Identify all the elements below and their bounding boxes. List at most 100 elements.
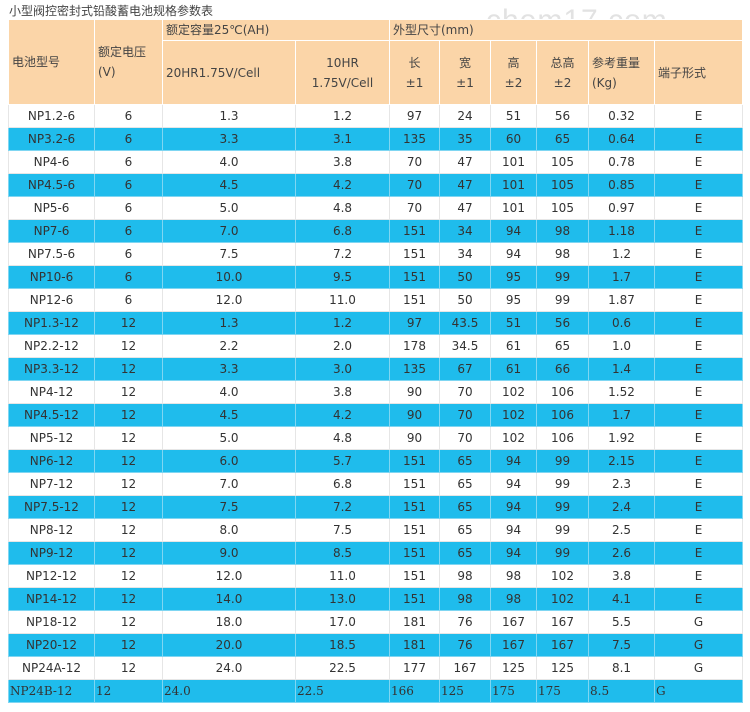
cell-length: 97 (389, 104, 440, 128)
table-row: NP8-12 12 8.0 7.5 151 65 94 99 2.5 E (8, 518, 743, 542)
cell-height: 101 (490, 150, 537, 174)
cell-voltage: 6 (94, 150, 163, 174)
cell-terminal: E (654, 495, 743, 519)
cell-capacity-20hr: 2.2 (162, 334, 296, 358)
cell-width: 65 (439, 541, 491, 565)
cell-weight: 2.3 (588, 472, 655, 496)
cell-terminal: E (654, 334, 743, 358)
cell-total-height: 167 (536, 633, 589, 657)
table-row: NP6-12 12 6.0 5.7 151 65 94 99 2.15 E (8, 449, 743, 473)
cell-capacity-20hr: 7.0 (162, 472, 296, 496)
cell-model: NP7.5-6 (8, 242, 95, 266)
header-height-tol: ±2 (504, 75, 523, 90)
table-row: NP1.2-6 6 1.3 1.2 97 24 51 56 0.32 E (8, 104, 743, 128)
cell-capacity-20hr: 7.5 (162, 495, 296, 519)
cell-width: 167 (439, 656, 491, 680)
cell-capacity-10hr: 1.2 (295, 104, 390, 128)
cell-capacity-10hr: 3.8 (295, 380, 390, 404)
cell-width: 43.5 (439, 311, 491, 335)
cell-capacity-20hr: 3.3 (162, 127, 296, 151)
cell-length: 151 (389, 564, 440, 588)
cell-total-height: 106 (536, 380, 589, 404)
cell-length: 151 (389, 265, 440, 289)
cell-total-height: 105 (536, 173, 589, 197)
cell-width: 65 (439, 518, 491, 542)
table-row: NP7.5-6 6 7.5 7.2 151 34 94 98 1.2 E (8, 242, 743, 266)
cell-terminal: E (654, 196, 743, 220)
cell-terminal: E (654, 288, 743, 312)
cell-weight: 1.87 (588, 288, 655, 312)
cell-length: 70 (389, 173, 440, 197)
header-width: 宽 ±1 (439, 40, 491, 105)
cell-length: 135 (389, 357, 440, 381)
cell-length: 151 (389, 587, 440, 611)
cell-height: 95 (490, 265, 537, 289)
cell-capacity-10hr: 5.7 (295, 449, 390, 473)
cell-capacity-10hr: 7.2 (295, 495, 390, 519)
cell-height: 102 (490, 403, 537, 427)
cell-capacity-20hr: 12.0 (162, 564, 296, 588)
cell-length: 135 (389, 127, 440, 151)
cell-capacity-10hr: 4.8 (295, 426, 390, 450)
cell-width: 70 (439, 380, 491, 404)
cell-terminal: E (654, 564, 743, 588)
cell-width: 65 (439, 495, 491, 519)
cell-model: NP5-12 (8, 426, 95, 450)
cell-height: 94 (490, 518, 537, 542)
cell-capacity-10hr: 13.0 (295, 587, 390, 611)
cell-length: 151 (389, 541, 440, 565)
table-header: 电池型号 额定电压(V) 额定容量25℃(AH) 外型尺寸(mm) 20HR1.… (8, 19, 743, 105)
cell-total-height: 99 (536, 518, 589, 542)
cell-capacity-10hr: 7.2 (295, 242, 390, 266)
cell-capacity-10hr: 9.5 (295, 265, 390, 289)
cell-model: NP8-12 (8, 518, 95, 542)
cell-voltage: 6 (94, 288, 163, 312)
cell-capacity-10hr: 4.2 (295, 403, 390, 427)
cell-width: 35 (439, 127, 491, 151)
cell-terminal: G (654, 610, 743, 634)
cell-width: 125 (439, 679, 491, 703)
cell-terminal: E (654, 518, 743, 542)
cell-model: NP4.5-6 (8, 173, 95, 197)
cell-weight: 0.6 (588, 311, 655, 335)
cell-length: 90 (389, 380, 440, 404)
cell-model: NP12-6 (8, 288, 95, 312)
cell-length: 166 (389, 679, 440, 703)
cell-weight: 8.1 (588, 656, 655, 680)
cell-terminal: E (654, 357, 743, 381)
table-row: NP3.3-12 12 3.3 3.0 135 67 61 66 1.4 E (8, 357, 743, 381)
table-row: NP5-12 12 5.0 4.8 90 70 102 106 1.92 E (8, 426, 743, 450)
cell-length: 70 (389, 196, 440, 220)
cell-voltage: 12 (94, 426, 163, 450)
header-model: 电池型号 (8, 19, 95, 105)
cell-height: 94 (490, 219, 537, 243)
header-weight-line1: 参考重量 (592, 55, 641, 70)
header-weight: 参考重量 (Kg) (588, 40, 655, 105)
cell-capacity-10hr: 1.2 (295, 311, 390, 335)
table-row: NP4.5-6 6 4.5 4.2 70 47 101 105 0.85 E (8, 173, 743, 197)
cell-height: 94 (490, 541, 537, 565)
cell-total-height: 56 (536, 311, 589, 335)
cell-height: 98 (490, 587, 537, 611)
cell-voltage: 12 (94, 587, 163, 611)
cell-weight: 2.15 (588, 449, 655, 473)
cell-model: NP3.2-6 (8, 127, 95, 151)
cell-height: 175 (490, 679, 537, 703)
cell-width: 76 (439, 633, 491, 657)
cell-width: 47 (439, 150, 491, 174)
table-body: NP1.2-6 6 1.3 1.2 97 24 51 56 0.32 E NP3.2-6 6 3.3 3.… (8, 104, 743, 703)
table-row: NP1.3-12 12 1.3 1.2 97 43.5 51 56 0.6 E (8, 311, 743, 335)
cell-voltage: 12 (94, 380, 163, 404)
cell-length: 70 (389, 150, 440, 174)
cell-terminal: E (654, 311, 743, 335)
cell-capacity-10hr: 11.0 (295, 564, 390, 588)
cell-length: 177 (389, 656, 440, 680)
cell-capacity-10hr: 6.8 (295, 472, 390, 496)
cell-capacity-20hr: 8.0 (162, 518, 296, 542)
cell-weight: 0.85 (588, 173, 655, 197)
cell-capacity-20hr: 7.0 (162, 219, 296, 243)
cell-voltage: 6 (94, 219, 163, 243)
cell-terminal: E (654, 173, 743, 197)
table-row: NP7.5-12 12 7.5 7.2 151 65 94 99 2.4 E (8, 495, 743, 519)
cell-terminal: E (654, 403, 743, 427)
